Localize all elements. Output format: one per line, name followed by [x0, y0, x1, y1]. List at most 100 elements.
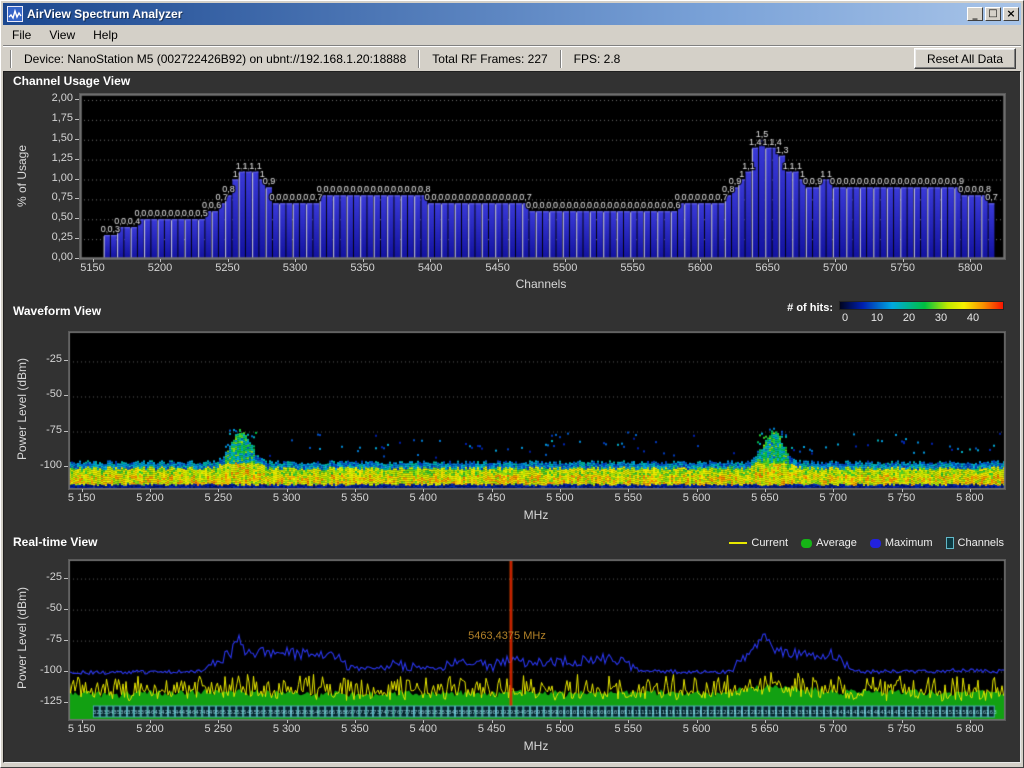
- channel-usage-ytick: 1,00: [51, 171, 73, 184]
- channel-usage-xtickmark: [970, 259, 972, 262]
- channel-usage-xtick: 5450: [485, 262, 510, 274]
- channel-usage-xtick: 5350: [350, 262, 375, 274]
- waveform-xtick: 5 750: [887, 492, 916, 504]
- channel-usage-xtick: 5700: [822, 262, 848, 274]
- maximize-button[interactable]: □: [985, 7, 1001, 21]
- waveform-xtick: 5 400: [409, 492, 438, 504]
- legend-item-average: Average: [801, 537, 857, 549]
- realtime-ytick: -50: [46, 601, 62, 614]
- waveform-xtick: 5 800: [956, 492, 984, 504]
- channel-usage-xtickmark: [362, 259, 364, 262]
- waveform-xtick: 5 550: [614, 492, 642, 504]
- cursor-frequency-label: 5463,4375 MHz: [468, 630, 546, 642]
- realtime-ytickmark: [64, 670, 68, 672]
- waveform-xtickmark: [354, 489, 356, 492]
- menu-item-help[interactable]: Help: [93, 27, 118, 42]
- channel-usage-ytickmark: [75, 218, 79, 220]
- waveform-xtickmark: [218, 489, 220, 492]
- total-frames-text: Total RF Frames: 227: [432, 51, 548, 66]
- waveform-xtickmark: [901, 489, 903, 492]
- realtime-xtick: 5 150: [67, 723, 96, 735]
- waveform-xtickmark: [628, 489, 630, 492]
- reset-all-data-button[interactable]: Reset All Data: [914, 48, 1016, 69]
- average-blob-swatch: [801, 538, 813, 548]
- channel-usage-ytick: 0,50: [51, 211, 73, 224]
- channel-usage-xtickmark: [565, 259, 567, 262]
- hits-colorbar: # of hits: 0 10 20 30 40: [787, 301, 1004, 325]
- waveform-xtickmark: [969, 489, 971, 492]
- waveform-xtick: 5 150: [67, 492, 96, 504]
- waveform-ytick: -25: [46, 353, 62, 366]
- realtime-chart-canvas[interactable]: [68, 559, 1006, 721]
- channel-usage-xtick: 5600: [687, 262, 713, 274]
- legend-label: Maximum: [884, 537, 933, 549]
- panel-title-waveform: Waveform View: [13, 304, 102, 318]
- channel-usage-ytickmark: [75, 99, 79, 100]
- channel-usage-ytickmark: [75, 198, 79, 200]
- realtime-xtick: 5 650: [751, 723, 779, 735]
- channel-usage-xtick: 5200: [147, 262, 173, 274]
- waveform-ytick: -50: [46, 388, 62, 401]
- realtime-xtick: 5 700: [819, 723, 847, 735]
- realtime-xtick: 5 250: [204, 723, 233, 735]
- panel-title-realtime: Real-time View: [13, 535, 98, 549]
- realtime-xtickmark: [901, 720, 903, 723]
- toolbar-separator: [10, 49, 12, 68]
- waveform-chart-canvas[interactable]: [68, 331, 1006, 490]
- waveform-xtickmark: [423, 489, 425, 492]
- channel-usage-chart-canvas[interactable]: [79, 93, 1006, 260]
- hits-tick: 20: [902, 312, 916, 324]
- menu-item-file[interactable]: File: [12, 27, 32, 42]
- realtime-xtickmark: [218, 720, 220, 723]
- realtime-xtick: 5 800: [956, 723, 984, 735]
- waveform-xtick: 5 450: [477, 492, 506, 504]
- channel-usage-xtickmark: [632, 259, 634, 262]
- realtime-xtickmark: [833, 720, 835, 723]
- realtime-xtick: 5 500: [546, 723, 574, 735]
- channel-usage-ytickmark: [75, 178, 79, 180]
- minimize-button[interactable]: _: [967, 7, 983, 21]
- realtime-ytick: -125: [39, 694, 62, 707]
- title-bar[interactable]: AirView Spectrum Analyzer _ □ ×: [3, 3, 1021, 25]
- waveform-xtick: 5 500: [546, 492, 574, 504]
- realtime-xtickmark: [969, 720, 971, 723]
- waveform-xtickmark: [149, 489, 151, 492]
- realtime-xtick: 5 450: [477, 723, 506, 735]
- channel-usage-xtickmark: [835, 259, 837, 262]
- fps-text: FPS: 2.8: [573, 51, 621, 66]
- waveform-xtickmark: [491, 489, 493, 492]
- realtime-ytick: -75: [46, 632, 62, 645]
- realtime-xtickmark: [559, 720, 561, 723]
- device-info-text: Device: NanoStation M5 (002722426B92) on…: [24, 51, 407, 66]
- hits-tick: 0: [841, 312, 849, 324]
- realtime-xtick: 5 200: [136, 723, 164, 735]
- realtime-ytick: -25: [46, 570, 62, 583]
- channel-usage-xtick: 5650: [755, 262, 780, 274]
- realtime-ytick: -100: [39, 663, 62, 676]
- close-button[interactable]: ×: [1003, 7, 1019, 21]
- usage-x-axis-title: Channels: [515, 277, 567, 291]
- realtime-ytickmark: [64, 701, 68, 703]
- realtime-x-axis-title: MHz: [523, 739, 549, 753]
- channel-usage-ytickmark: [75, 138, 79, 140]
- legend-item-channels: Channels: [945, 537, 1004, 549]
- legend-label: Channels: [957, 537, 1004, 549]
- channel-usage-ytickmark: [75, 238, 79, 240]
- channel-usage-xtickmark: [295, 259, 297, 262]
- waveform-xtick: 5 300: [272, 492, 301, 504]
- realtime-ytickmark: [64, 608, 68, 610]
- menu-item-view[interactable]: View: [49, 27, 76, 42]
- channel-usage-ytickmark: [75, 258, 79, 259]
- channel-usage-xtickmark: [430, 259, 432, 262]
- realtime-xtick: 5 550: [614, 723, 642, 735]
- hits-colorbar-label: # of hits:: [787, 302, 833, 314]
- channel-usage-ytickmark: [75, 118, 79, 120]
- waveform-xtick: 5 700: [819, 492, 847, 504]
- realtime-xtickmark: [354, 720, 356, 723]
- waveform-xtick: 5 650: [751, 492, 779, 504]
- waveform-ytickmark: [64, 430, 68, 432]
- legend-label: Average: [816, 537, 857, 549]
- hits-tick: 30: [934, 312, 948, 324]
- realtime-xtickmark: [696, 720, 698, 723]
